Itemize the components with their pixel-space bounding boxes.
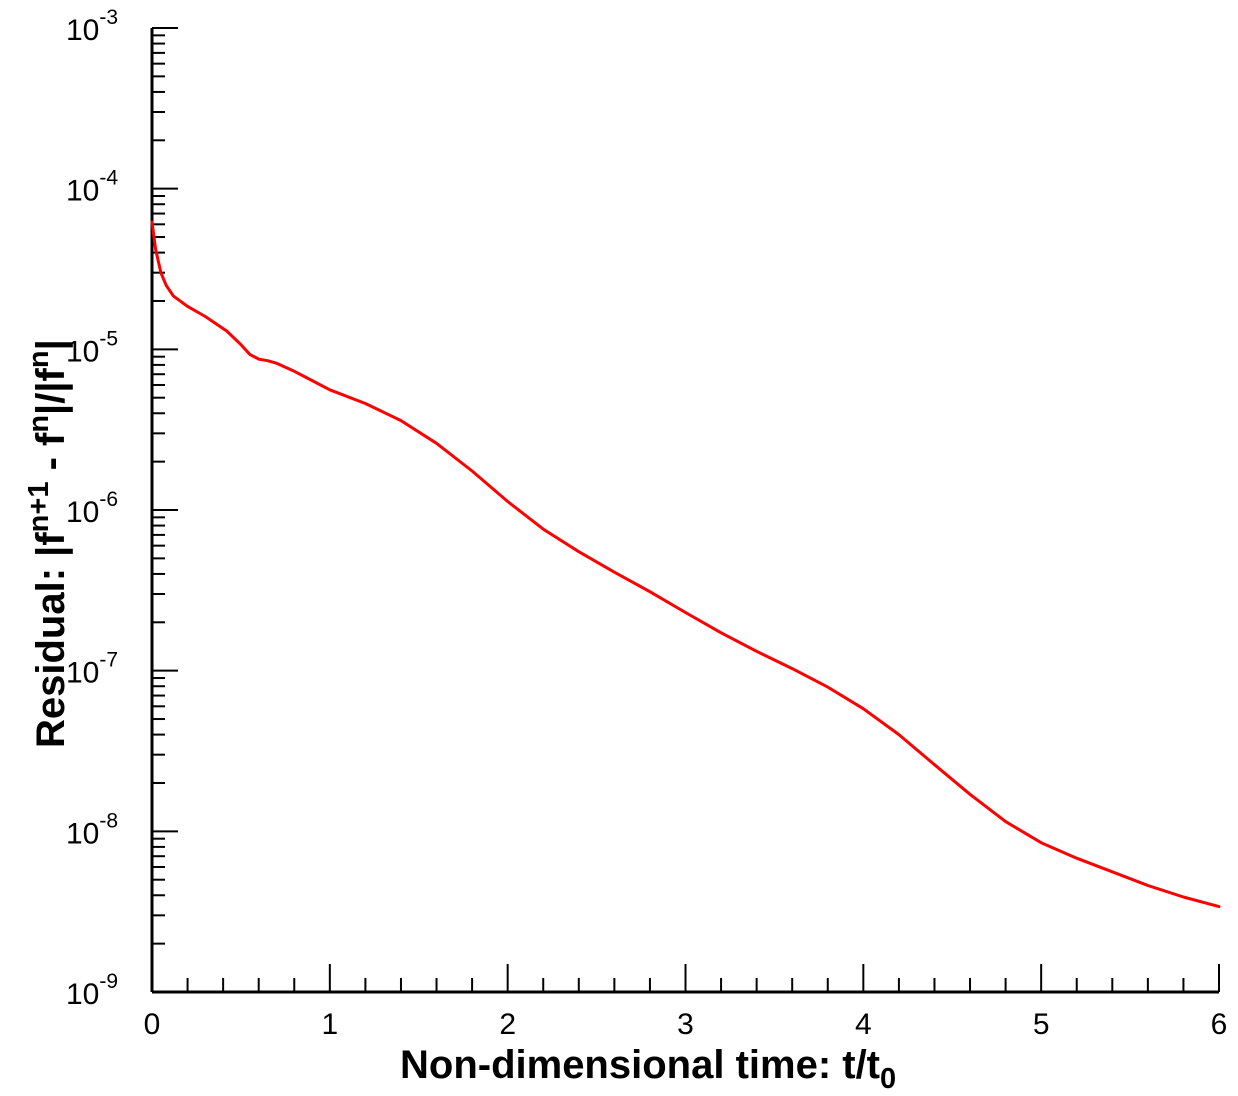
x-tick-label: 4 bbox=[855, 1008, 872, 1041]
x-tick-label: 5 bbox=[1033, 1008, 1050, 1041]
y-tick-label-base: 10 bbox=[66, 335, 99, 368]
y-tick-label-base: 10 bbox=[66, 657, 99, 690]
y-tick-label: 10-9 bbox=[66, 970, 118, 1011]
y-axis-title-superscript: n bbox=[23, 350, 55, 368]
y-tick-label: 10-8 bbox=[66, 809, 118, 850]
y-tick-label: 10-3 bbox=[66, 6, 118, 47]
y-tick-label-exponent: -7 bbox=[99, 649, 118, 672]
y-tick-label: 10-7 bbox=[66, 649, 118, 690]
y-tick-label-exponent: -4 bbox=[99, 167, 118, 190]
y-tick-label-base: 10 bbox=[66, 496, 99, 529]
y-axis-title-part: |/|f bbox=[29, 367, 73, 414]
y-tick-label-base: 10 bbox=[66, 175, 99, 208]
y-axis-title-part: - f bbox=[29, 432, 73, 482]
x-tick-label: 1 bbox=[321, 1008, 338, 1041]
y-axis-title: Residual: |fn+1 - fn|/|fn| bbox=[23, 339, 73, 748]
x-tick-label: 0 bbox=[144, 1008, 161, 1041]
y-axis-title-part: | bbox=[29, 339, 73, 350]
x-axis-title-subscript: 0 bbox=[880, 1063, 896, 1095]
y-tick-label-exponent: -6 bbox=[99, 488, 118, 511]
y-tick-label-exponent: -8 bbox=[99, 809, 118, 832]
y-tick-label-base: 10 bbox=[66, 817, 99, 850]
x-tick-labels: 0 1 2 3 4 5 6 bbox=[144, 1008, 1228, 1041]
x-tick-label: 6 bbox=[1211, 1008, 1228, 1041]
y-axis-title-superscript: n+1 bbox=[23, 482, 55, 533]
residual-series-line bbox=[150, 220, 1221, 909]
y-tick-label: 10-4 bbox=[66, 167, 118, 208]
x-axis-title-main: Non-dimensional time: t/t bbox=[400, 1043, 880, 1087]
axis-ticks bbox=[151, 27, 1220, 993]
x-axis-title: Non-dimensional time: t/t0 bbox=[400, 1043, 896, 1095]
y-tick-label-exponent: -3 bbox=[99, 6, 118, 29]
y-tick-label-base: 10 bbox=[66, 978, 99, 1011]
y-tick-label-exponent: -9 bbox=[99, 970, 118, 993]
y-axis-title-part: Residual: |f bbox=[29, 532, 73, 748]
y-tick-label-base: 10 bbox=[66, 14, 99, 47]
y-tick-label-exponent: -5 bbox=[99, 327, 118, 350]
y-tick-label: 10-5 bbox=[66, 327, 118, 368]
y-tick-label: 10-6 bbox=[66, 488, 118, 529]
y-axis-title-superscript: n bbox=[23, 415, 55, 433]
x-tick-label: 3 bbox=[677, 1008, 694, 1041]
x-tick-label: 2 bbox=[499, 1008, 516, 1041]
y-tick-labels: 10-910-810-710-610-510-410-3 bbox=[66, 6, 118, 1011]
